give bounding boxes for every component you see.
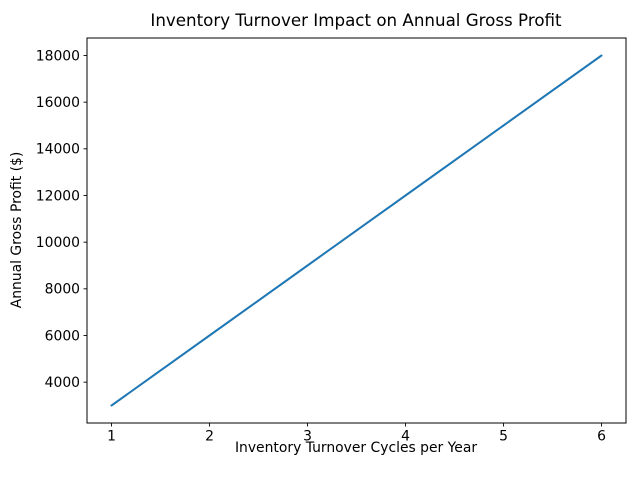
line-series — [110, 54, 603, 407]
chart-title: Inventory Turnover Impact on Annual Gros… — [150, 10, 562, 30]
x-tick-label: 1 — [107, 429, 116, 445]
plot-area: 1 2 3 4 5 6 4000 6000 8000 10000 12000 14000 16000 18… — [36, 37, 627, 445]
y-tick-label: 4000 — [45, 375, 80, 391]
x-axis-label: Inventory Turnover Cycles per Year — [235, 440, 477, 456]
x-tick-label: 5 — [499, 429, 508, 445]
y-tick-label: 16000 — [36, 95, 80, 111]
y-tick-label: 10000 — [36, 235, 80, 251]
y-tick-label: 8000 — [45, 282, 80, 298]
x-tick-label: 4 — [401, 429, 410, 445]
x-tick-label: 2 — [205, 429, 214, 445]
x-tick-label: 6 — [597, 429, 606, 445]
y-tick-label: 6000 — [45, 328, 80, 344]
y-axis-label: Annual Gross Profit ($) — [9, 152, 25, 309]
y-tick-label: 12000 — [36, 188, 80, 204]
x-tick-label: 3 — [303, 429, 312, 445]
y-tick-label: 18000 — [36, 48, 80, 64]
axes-spines — [86, 37, 627, 424]
y-tick-label: 14000 — [36, 142, 80, 158]
